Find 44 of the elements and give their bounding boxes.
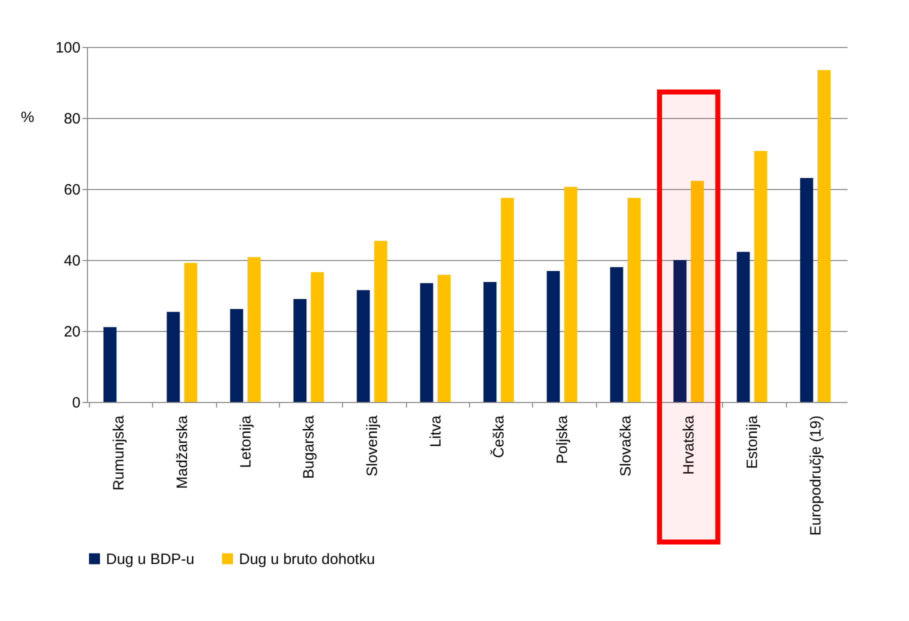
x-tick-label: Madžarska xyxy=(174,414,191,489)
x-tick-label: Bugarska xyxy=(300,414,318,479)
y-tick-label: 0 xyxy=(72,394,80,412)
bar xyxy=(293,299,306,402)
bar xyxy=(103,327,116,402)
x-tick-label: Slovačka xyxy=(617,414,634,476)
y-tick-label: 60 xyxy=(64,182,80,198)
y-tick-label: 80 xyxy=(64,110,80,128)
x-tick-label: Europodručje (19) xyxy=(807,416,824,536)
bar xyxy=(673,260,686,402)
y-tick-label: 100 xyxy=(55,40,80,56)
bar xyxy=(628,198,641,402)
bar xyxy=(483,282,496,402)
bar xyxy=(438,274,451,402)
bar xyxy=(166,312,180,402)
bar xyxy=(374,240,388,402)
x-tick-label: Rumunjska xyxy=(110,414,128,491)
bar xyxy=(184,262,198,402)
bar xyxy=(818,70,831,402)
y-axis-title: % xyxy=(20,109,34,126)
bar xyxy=(248,257,261,402)
y-tick-label: 20 xyxy=(64,324,80,340)
bar xyxy=(546,271,560,402)
x-tick-label: Hrvatska xyxy=(680,414,698,475)
x-tick-label: Slovenija xyxy=(364,414,381,476)
x-tick-label: Litva xyxy=(427,414,444,448)
x-tick-label: Letonija xyxy=(237,414,254,468)
bar xyxy=(230,308,244,402)
bar xyxy=(310,272,324,402)
bar xyxy=(690,180,704,402)
bar xyxy=(420,283,434,402)
bar xyxy=(500,198,514,402)
y-tick-label: 40 xyxy=(64,252,80,270)
legend-label: Dug u BDP-u xyxy=(106,550,194,568)
bar xyxy=(564,186,578,402)
x-tick-label: Češka xyxy=(490,414,508,458)
x-tick-label: Estonija xyxy=(744,414,761,469)
bar xyxy=(754,151,768,402)
bar xyxy=(610,267,624,402)
bar xyxy=(736,252,750,402)
bar xyxy=(800,178,814,402)
x-tick-label: Poljska xyxy=(554,414,571,464)
bar xyxy=(356,290,370,402)
legend-label: Dug u bruto dohotku xyxy=(239,550,375,568)
